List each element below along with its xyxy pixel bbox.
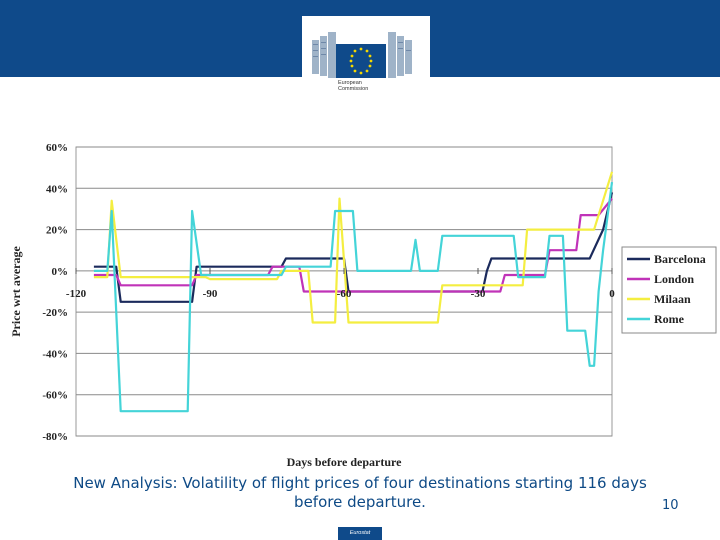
y-axis-title: Price wrt average [9,246,23,337]
x-tick-label: -60 [337,288,352,300]
series-line-milaan [93,171,614,324]
caption-line-2: before departure. [294,493,426,511]
y-tick-label: -80% [42,431,68,443]
x-axis-title: Days before departure [287,455,403,469]
y-tick-label: -20% [42,307,68,319]
y-tick-label: 40% [46,183,68,195]
slide-caption: New Analysis: Volatility of flight price… [30,474,690,512]
eu-stars-icon [349,47,373,75]
caption-line-1: New Analysis: Volatility of flight price… [73,474,647,492]
logo-line-1: European [338,80,362,86]
commission-building-icon [312,32,412,78]
x-tick-label: -90 [203,288,218,300]
series-layer [93,171,614,413]
eurostat-badge: Eurostat [338,527,382,540]
x-tick-label: -30 [471,288,486,300]
y-tick-label: 20% [46,225,68,237]
price-volatility-chart: 60% 40% 20% 0% -20% -40% -60% -80% -120 -90 -60 -30… [9,142,717,469]
logo-text: European Commission [338,80,368,92]
series-line-london [93,197,613,293]
axis-layer: 60% 40% 20% 0% -20% -40% -60% -80% -120 -90 -60 -30… [9,142,615,469]
legend-label-london: London [654,272,694,286]
legend-label-barcelona: Barcelona [654,252,706,266]
european-commission-logo [302,16,430,100]
legend-label-rome: Rome [654,312,685,326]
legend: Barcelona London Milaan Rome [621,246,717,334]
y-tick-label: -60% [42,390,68,402]
logo-line-2: Commission [338,86,369,92]
page-number: 10 [662,498,679,513]
series-line-rome [93,181,614,413]
y-tick-label: 60% [46,142,68,154]
y-tick-label: 0% [52,266,69,278]
x-tick-label: 0 [609,288,615,300]
y-tick-label: -40% [42,348,68,360]
legend-label-milaan: Milaan [654,292,691,306]
x-tick-label: -120 [66,288,87,300]
